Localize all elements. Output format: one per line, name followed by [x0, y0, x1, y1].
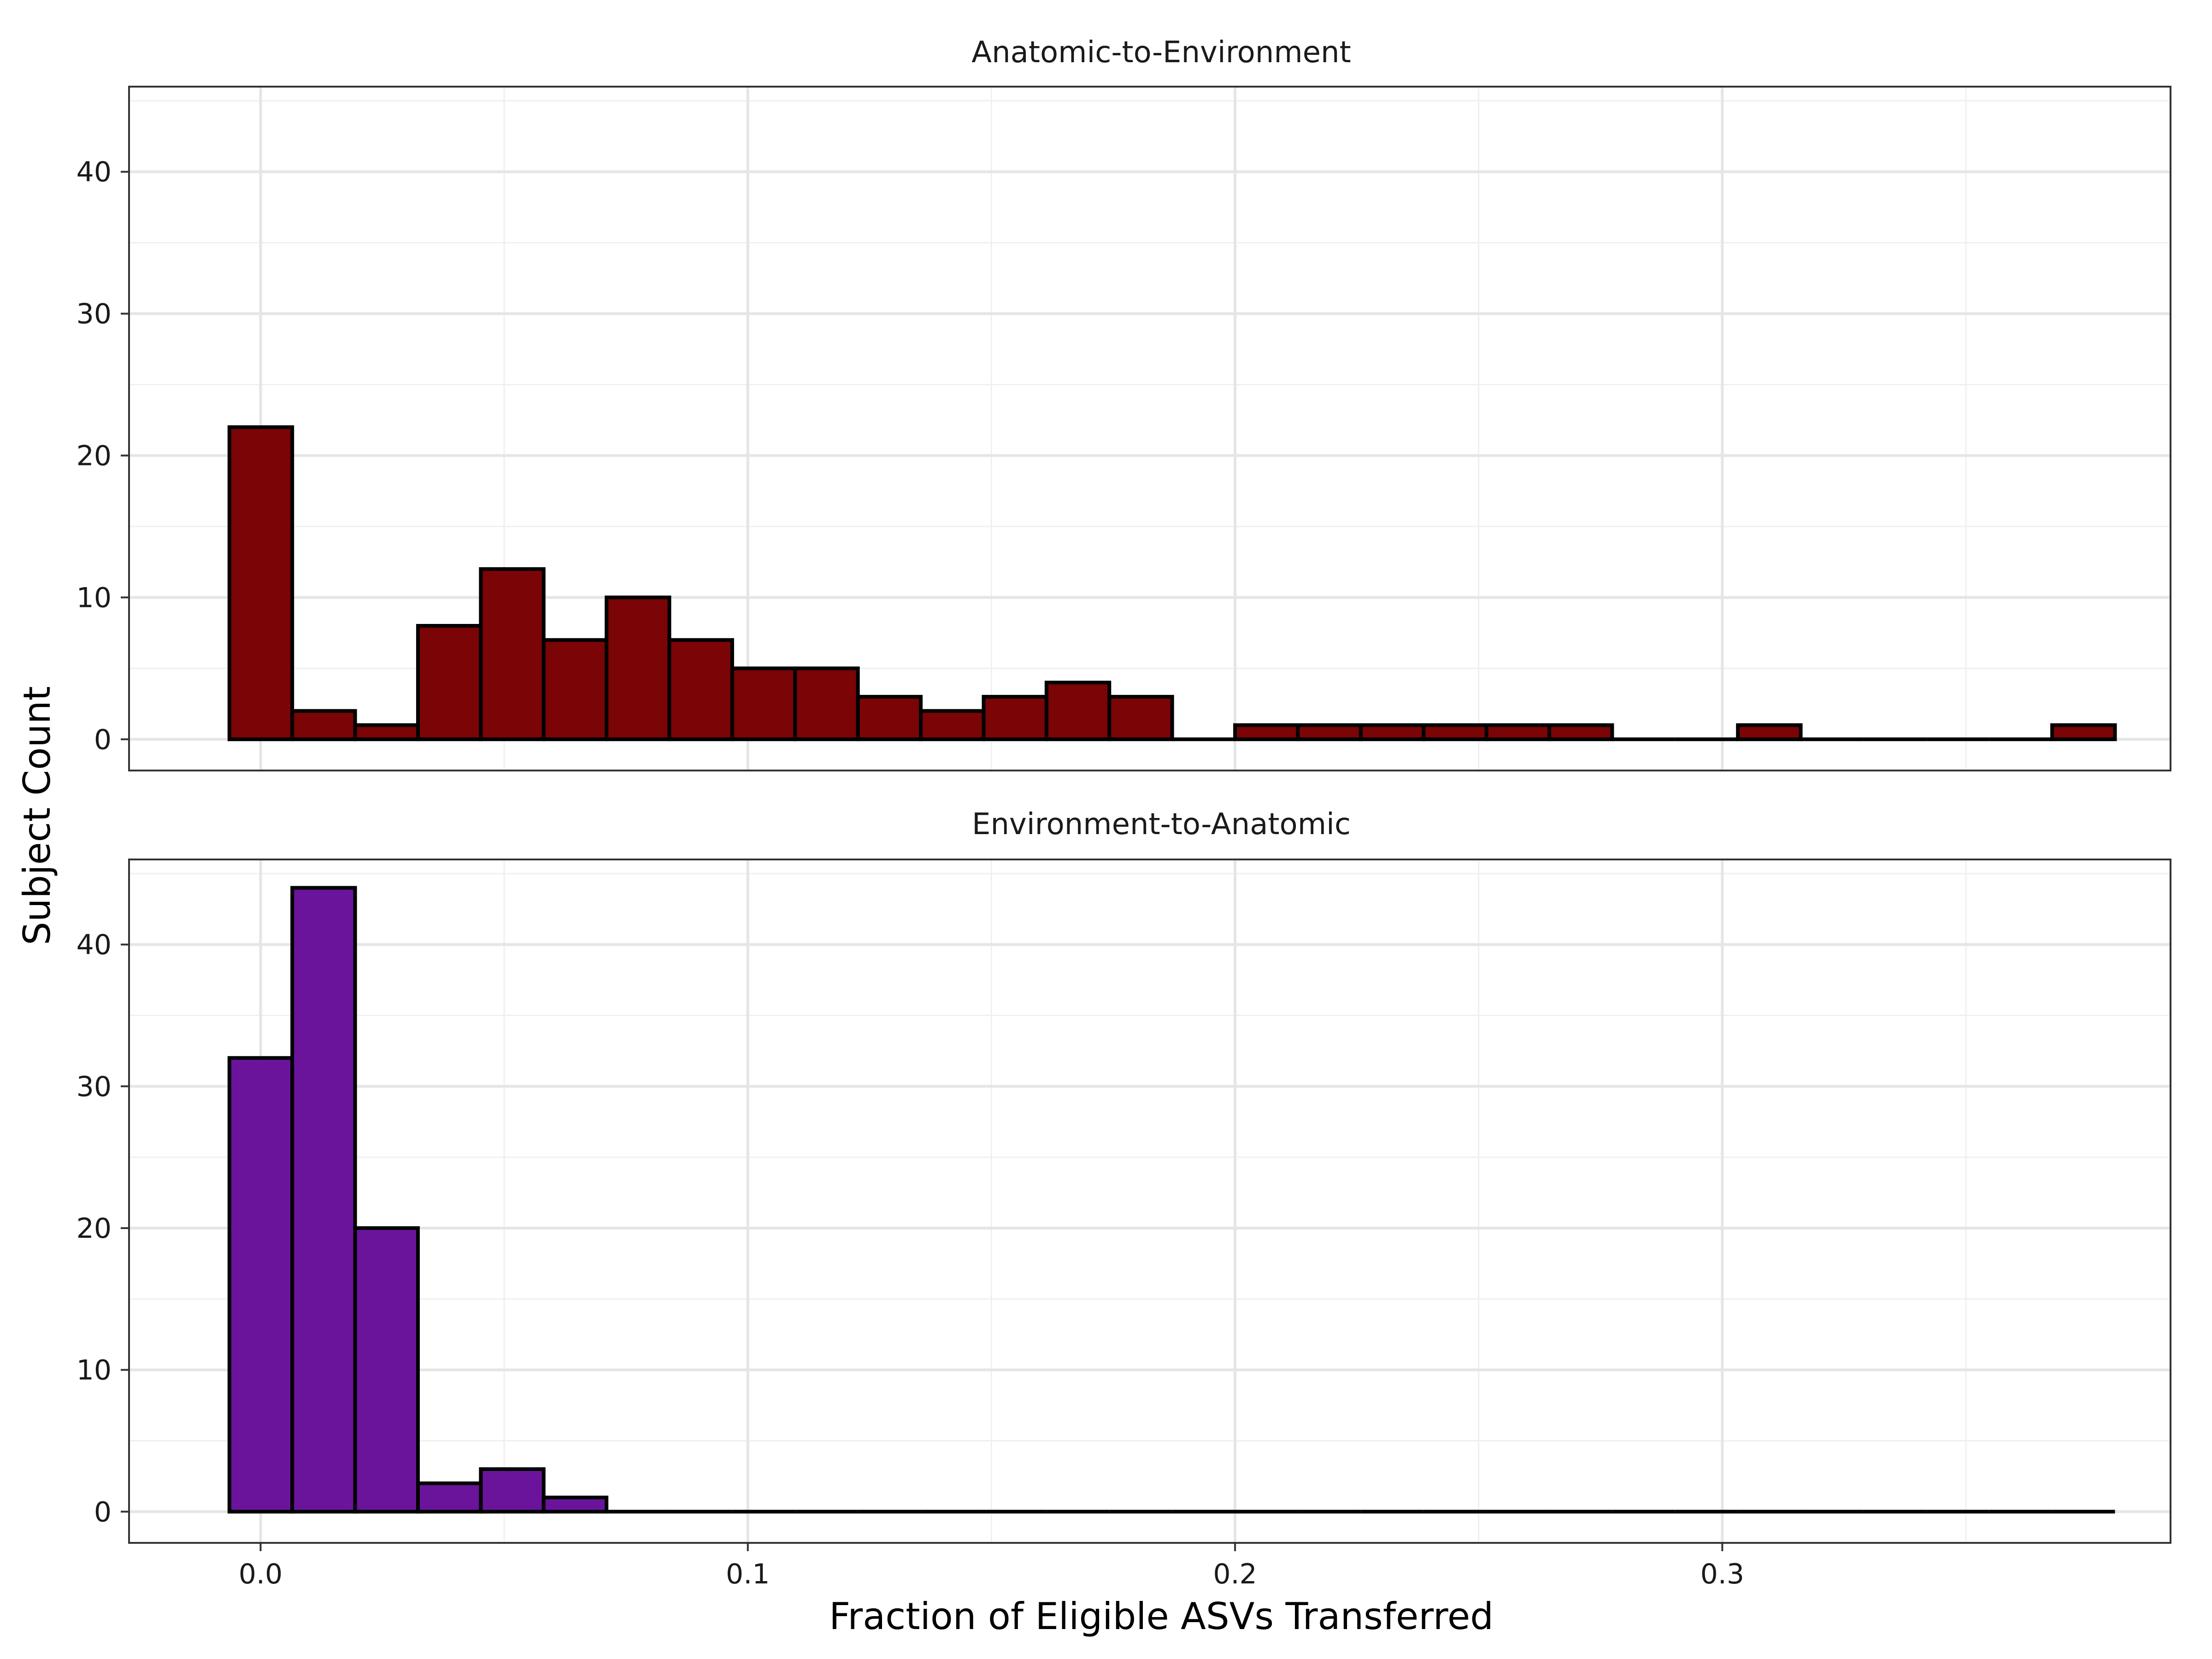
histogram-bar — [353, 1226, 420, 1514]
histogram-bar — [290, 709, 357, 741]
histogram-bar — [793, 666, 860, 741]
panel-bars — [227, 425, 2117, 741]
x-axis-title: Fraction of Eligible ASVs Transferred — [829, 1595, 1494, 1638]
y-tick-label: 20 — [76, 1212, 112, 1245]
histogram-bar — [856, 694, 923, 741]
y-tick-label: 20 — [76, 440, 112, 472]
histogram-bar — [2050, 723, 2117, 741]
panel-border — [128, 86, 2171, 771]
x-tick-label: 0.1 — [726, 1558, 770, 1590]
histogram-bar — [1233, 723, 1300, 741]
y-axis-ticks: 0 10 20 30 40 — [76, 929, 129, 1528]
x-tick-label: 0.2 — [1213, 1558, 1257, 1590]
histogram-bar — [353, 723, 420, 741]
histogram-bar — [227, 1056, 294, 1514]
panel-title: Environment-to-Anatomic — [972, 807, 1351, 841]
x-axis-ticks: 0.0 0.1 0.2 0.3 — [239, 1543, 1744, 1590]
panel-bars — [227, 886, 2115, 1514]
histogram-bar — [1359, 723, 1426, 741]
histogram-bar — [1296, 723, 1363, 741]
histogram-bar — [1107, 694, 1174, 741]
histogram-bar — [227, 425, 294, 741]
histogram-bar — [416, 624, 483, 741]
histogram-bar — [1484, 723, 1551, 741]
y-tick-label: 40 — [76, 929, 112, 961]
x-tick-label: 0.0 — [239, 1558, 282, 1590]
y-tick-label: 40 — [76, 156, 112, 188]
histogram-bar — [1044, 681, 1112, 741]
histogram-bar — [1422, 723, 1488, 741]
panel-anatomic-to-environment: Anatomic-to-Environment 0 10 20 30 40 — [76, 35, 2171, 771]
histogram-bar — [541, 1495, 609, 1514]
y-tick-label: 30 — [76, 298, 112, 330]
panel-environment-to-anatomic: Environment-to-Anatomic 0 10 20 30 40 — [76, 807, 2171, 1544]
histogram-bar — [416, 1481, 483, 1514]
histogram-bar — [479, 1467, 546, 1514]
histogram-bar — [605, 595, 671, 741]
x-tick-label: 0.3 — [1700, 1558, 1744, 1590]
y-tick-label: 10 — [76, 1354, 112, 1387]
histogram-bar — [667, 638, 734, 741]
histogram-bar — [919, 709, 986, 741]
y-tick-label: 10 — [76, 582, 112, 614]
y-tick-label: 30 — [76, 1071, 112, 1103]
histogram-bar — [730, 666, 797, 741]
y-tick-label: 0 — [94, 1496, 112, 1528]
histogram-bar — [541, 638, 609, 741]
histogram-bar — [290, 886, 357, 1514]
histogram-bar — [1736, 723, 1803, 741]
panel-border — [128, 859, 2171, 1544]
y-axis-ticks: 0 10 20 30 40 — [76, 156, 129, 756]
histogram-bar — [982, 694, 1048, 741]
histogram-bar — [479, 567, 546, 741]
y-axis-title: Subject Count — [16, 686, 59, 945]
panel-title: Anatomic-to-Environment — [971, 35, 1351, 70]
y-tick-label: 0 — [94, 724, 112, 756]
histogram-bar — [1547, 723, 1614, 741]
